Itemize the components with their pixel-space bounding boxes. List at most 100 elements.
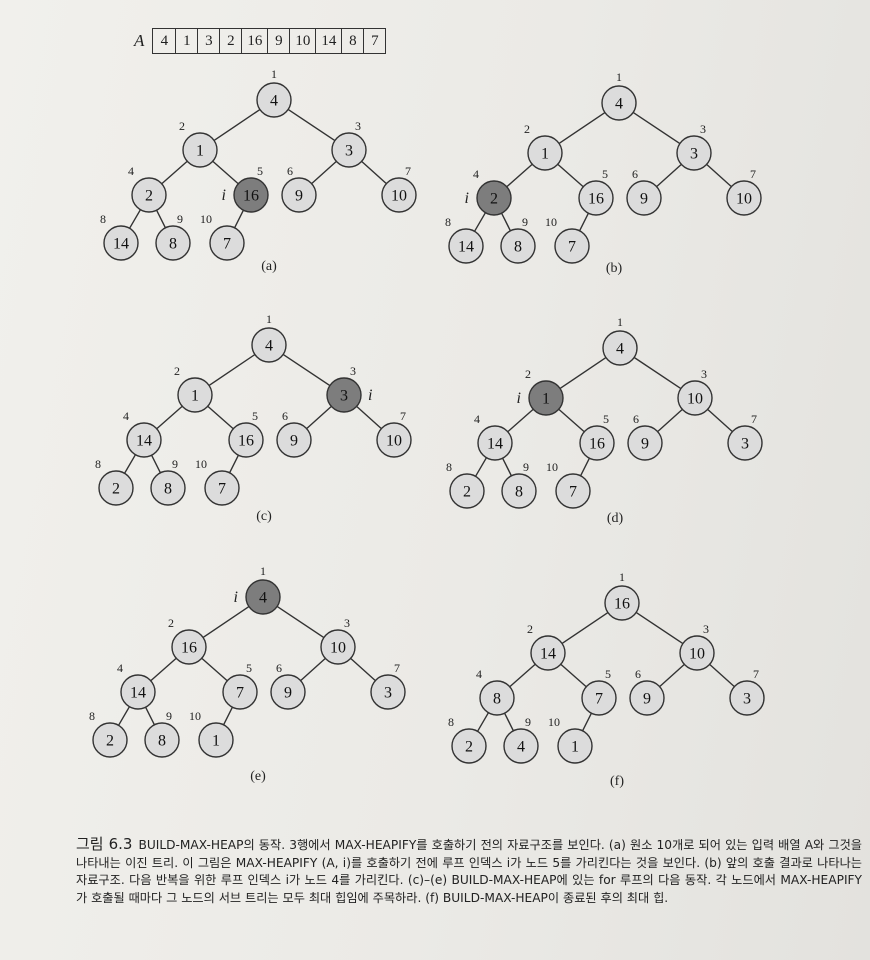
- tree-node: [578, 180, 614, 216]
- node-index-label: 3: [355, 119, 361, 133]
- node-index-label: 6: [287, 164, 293, 178]
- tree-node: [448, 228, 484, 264]
- tree-edge: [208, 353, 256, 387]
- tree-edge: [356, 405, 382, 430]
- tree-edge: [635, 611, 684, 645]
- node-index-label: 8: [448, 715, 454, 729]
- node-value: 14: [487, 436, 503, 453]
- node-index-label: 1: [616, 70, 622, 84]
- tree-node: [676, 135, 712, 171]
- tree-node: [554, 228, 590, 264]
- array-cell: 10: [289, 29, 315, 53]
- panel-label: (c): [256, 509, 272, 524]
- node-index-label: 1: [617, 315, 623, 329]
- node-value: 4: [270, 93, 278, 110]
- node-index-label: 9: [525, 715, 531, 729]
- node-index-label: 3: [700, 122, 706, 136]
- array-cell: 1: [175, 29, 197, 53]
- tree-node: [281, 177, 317, 213]
- tree-edge: [228, 454, 240, 474]
- tree-edge: [155, 209, 167, 229]
- tree-node: [245, 579, 281, 615]
- array-cell: 7: [363, 29, 385, 53]
- node-index-label: 9: [172, 457, 178, 471]
- node-index-label: 8: [100, 212, 106, 226]
- tree-edge: [361, 160, 387, 185]
- node-index-label: 3: [344, 616, 350, 630]
- tree-edge: [202, 605, 250, 639]
- node-index-label: 10: [546, 460, 558, 474]
- node-index-label: 7: [400, 409, 406, 423]
- tree-node: [370, 674, 406, 710]
- node-index-label: 8: [89, 709, 95, 723]
- tree-edge: [503, 712, 515, 732]
- tree-edge: [659, 663, 685, 688]
- node-value: 3: [384, 685, 392, 702]
- array-cells: 4 1 3 2 16 9 10 14 8 7: [152, 28, 387, 54]
- tree-node: [98, 470, 134, 506]
- node-index-label: 6: [632, 167, 638, 181]
- tree-edge: [707, 408, 733, 433]
- tree-edge: [117, 706, 131, 726]
- panel-label: (f): [610, 774, 624, 789]
- tree-edge: [144, 706, 156, 726]
- node-index-label: 5: [257, 164, 263, 178]
- node-value: 10: [687, 391, 703, 408]
- node-index-label: 6: [276, 661, 282, 675]
- node-value: 7: [218, 481, 226, 498]
- node-index-label: 3: [703, 622, 709, 636]
- node-value: 8: [169, 236, 177, 253]
- panel-label: (d): [607, 511, 624, 526]
- node-index-label: 5: [246, 661, 252, 675]
- tree-edge: [578, 212, 590, 232]
- node-index-label: 4: [117, 661, 123, 675]
- tree-edge: [300, 657, 326, 682]
- tree-node: [376, 422, 412, 458]
- tree-edge: [632, 111, 681, 145]
- node-value: 2: [145, 188, 153, 205]
- node-index-label: 10: [545, 215, 557, 229]
- node-index-label: 1: [619, 570, 625, 584]
- node-index-label: 10: [195, 457, 207, 471]
- node-index-label: 5: [602, 167, 608, 181]
- node-value: 3: [345, 143, 353, 160]
- node-value: 14: [540, 646, 556, 663]
- node-value: 9: [640, 191, 648, 208]
- tree-node: [557, 728, 593, 764]
- node-value: 7: [595, 691, 603, 708]
- tree-node: [103, 225, 139, 261]
- loop-index-i-label: i: [465, 190, 469, 207]
- tree-edge: [507, 408, 534, 433]
- node-index-label: 8: [445, 215, 451, 229]
- node-value: 9: [643, 691, 651, 708]
- node-index-label: 5: [605, 667, 611, 681]
- tree-node: [726, 180, 762, 216]
- node-index-label: 6: [282, 409, 288, 423]
- node-value: 3: [340, 388, 348, 405]
- node-value: 16: [614, 596, 630, 613]
- node-value: 10: [736, 191, 752, 208]
- tree-node: [449, 473, 485, 509]
- node-index-label: 7: [751, 412, 757, 426]
- tree-edge: [201, 657, 228, 682]
- node-value: 2: [465, 739, 473, 756]
- node-index-label: 4: [476, 667, 482, 681]
- node-value: 10: [386, 433, 402, 450]
- array-cell: 9: [267, 29, 289, 53]
- loop-index-i-label: i: [368, 387, 372, 404]
- node-value: 8: [164, 481, 172, 498]
- panel-label: (b): [606, 261, 623, 276]
- node-index-label: 6: [635, 667, 641, 681]
- node-index-label: 1: [271, 67, 277, 81]
- node-value: 16: [588, 191, 604, 208]
- node-index-label: 7: [394, 661, 400, 675]
- tree-node: [528, 380, 564, 416]
- tree-node: [92, 722, 128, 758]
- node-value: 7: [569, 484, 577, 501]
- loop-index-i-label: i: [222, 187, 226, 204]
- node-value: 16: [181, 640, 197, 657]
- tree-node: [479, 680, 515, 716]
- tree-edge: [213, 108, 261, 142]
- node-value: 3: [690, 146, 698, 163]
